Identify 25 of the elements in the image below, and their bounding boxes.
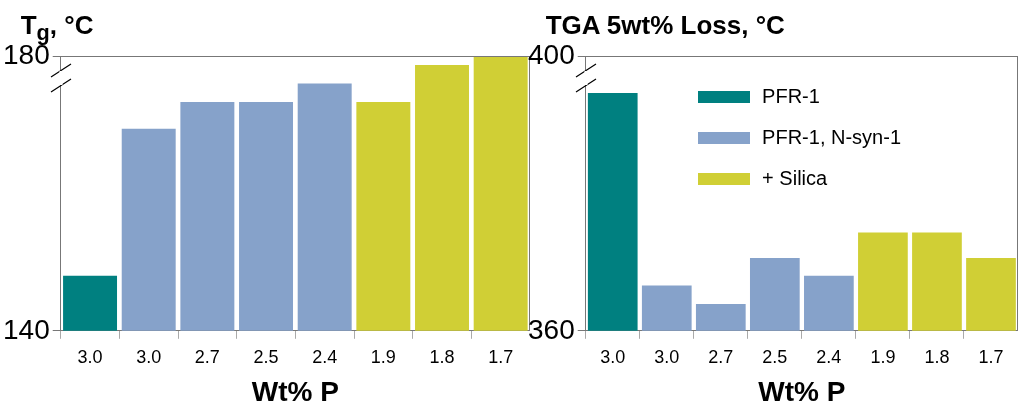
x-tick-label: 1.7 <box>488 346 514 367</box>
x-tick-label: 3.0 <box>136 346 162 367</box>
x-tick-label: 2.7 <box>708 346 734 367</box>
x-tick-label: 2.4 <box>312 346 338 367</box>
legend-label: PFR-1, N-syn-1 <box>762 126 902 149</box>
x-tick-label: 3.0 <box>654 346 680 367</box>
x-axis-title: Wt% P <box>251 375 339 407</box>
chart-title: TGA 5wt% Loss, °C <box>545 10 785 41</box>
x-tick-label: 1.7 <box>978 346 1004 367</box>
x-tick-label: 1.9 <box>370 346 396 367</box>
y-tick-label: 400 <box>528 38 575 70</box>
x-tick-label: 2.7 <box>194 346 220 367</box>
legend-label: PFR-1 <box>762 85 820 108</box>
x-tick-label: 1.8 <box>924 346 950 367</box>
y-tick-label: 140 <box>3 313 50 345</box>
x-tick-label: 3.0 <box>600 346 626 367</box>
x-tick-label: 2.4 <box>816 346 842 367</box>
x-tick-label: 2.5 <box>253 346 279 367</box>
y-tick-label: 360 <box>528 313 575 345</box>
x-tick-label: 1.8 <box>429 346 455 367</box>
x-tick-label: 1.9 <box>870 346 896 367</box>
x-tick-label: 3.0 <box>77 346 103 367</box>
x-axis-title: Wt% P <box>758 375 846 407</box>
x-tick-label: 2.5 <box>762 346 788 367</box>
legend-label: + Silica <box>762 167 828 190</box>
